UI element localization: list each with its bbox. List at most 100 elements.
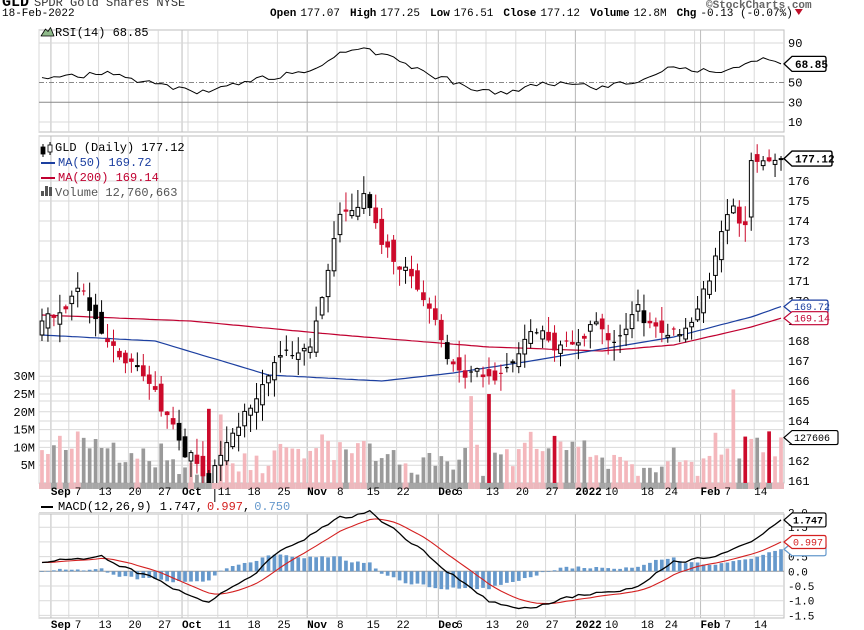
svg-text:1.747: 1.747	[160, 500, 196, 514]
svg-text:Close: Close	[503, 8, 536, 20]
svg-text:27: 27	[546, 487, 559, 499]
svg-text:,: ,	[196, 500, 203, 514]
svg-text:24: 24	[665, 487, 679, 499]
svg-text:171: 171	[788, 275, 810, 289]
svg-text:-1.5: -1.5	[788, 611, 814, 623]
svg-text:177.12: 177.12	[540, 8, 580, 20]
svg-text:176.51: 176.51	[454, 8, 494, 20]
svg-text:25: 25	[277, 487, 290, 499]
svg-text:15: 15	[367, 620, 380, 630]
svg-text:13: 13	[486, 487, 499, 499]
svg-text:13: 13	[99, 487, 112, 499]
svg-text:172: 172	[788, 255, 810, 269]
svg-text:173: 173	[788, 235, 810, 249]
svg-text:22: 22	[397, 487, 410, 499]
svg-text:18: 18	[641, 620, 654, 630]
svg-text:90: 90	[788, 37, 802, 51]
svg-text:7: 7	[75, 487, 82, 499]
svg-text:8: 8	[337, 487, 344, 499]
svg-text:MA(50) 169.72: MA(50) 169.72	[58, 156, 152, 170]
svg-text:Sep: Sep	[51, 487, 71, 499]
svg-text:7: 7	[724, 620, 731, 630]
svg-text:0.997: 0.997	[207, 500, 243, 514]
svg-text:Open: Open	[270, 8, 296, 20]
svg-text:Sep: Sep	[51, 620, 71, 630]
svg-text:10: 10	[605, 620, 618, 630]
svg-text:Feb: Feb	[701, 620, 721, 630]
svg-text:2022: 2022	[575, 487, 601, 499]
svg-text:Nov: Nov	[307, 620, 327, 630]
svg-text:-1.0: -1.0	[788, 597, 814, 609]
svg-text:50: 50	[788, 77, 802, 91]
svg-text:25: 25	[277, 620, 290, 630]
svg-text:15M: 15M	[13, 424, 35, 438]
svg-text:GLD (Daily) 177.12: GLD (Daily) 177.12	[55, 141, 185, 155]
svg-text:18: 18	[248, 620, 261, 630]
svg-text:164: 164	[788, 415, 810, 429]
svg-text:68.85: 68.85	[795, 60, 828, 72]
svg-text:127606: 127606	[794, 434, 830, 445]
svg-text:18: 18	[641, 487, 654, 499]
svg-text:20: 20	[516, 487, 529, 499]
svg-text:20M: 20M	[13, 406, 35, 420]
svg-text:18: 18	[248, 487, 261, 499]
svg-text:0.997: 0.997	[793, 538, 823, 549]
svg-text:22: 22	[397, 620, 410, 630]
svg-text:13: 13	[99, 620, 112, 630]
svg-text:174: 174	[788, 215, 810, 229]
svg-text:11: 11	[218, 487, 232, 499]
svg-text:24: 24	[665, 620, 679, 630]
svg-text:Volume: Volume	[590, 8, 630, 20]
svg-text:7: 7	[724, 487, 731, 499]
svg-text:-0.13 (-0.07%): -0.13 (-0.07%)	[700, 8, 792, 20]
svg-text:25M: 25M	[13, 388, 35, 402]
svg-text:30M: 30M	[13, 370, 35, 384]
svg-text:6: 6	[456, 620, 463, 630]
svg-text:20: 20	[516, 620, 529, 630]
svg-text:27: 27	[158, 487, 171, 499]
svg-text:Oct: Oct	[182, 620, 202, 630]
svg-text:Dec: Dec	[438, 487, 458, 499]
svg-text:8: 8	[337, 620, 344, 630]
svg-text:15: 15	[367, 487, 380, 499]
svg-text:20: 20	[128, 620, 141, 630]
svg-text:-0.5: -0.5	[788, 582, 814, 594]
svg-text:6: 6	[456, 487, 463, 499]
svg-text:13: 13	[486, 620, 499, 630]
svg-text:177.07: 177.07	[300, 8, 340, 20]
svg-text:5M: 5M	[21, 459, 35, 473]
svg-text:27: 27	[546, 620, 559, 630]
svg-text:30: 30	[788, 96, 802, 110]
svg-text:177.12: 177.12	[795, 155, 835, 167]
svg-text:,: ,	[243, 500, 250, 514]
svg-text:166: 166	[788, 375, 810, 389]
svg-text:High: High	[350, 8, 376, 20]
svg-text:12.8M: 12.8M	[634, 8, 667, 20]
svg-text:Chg: Chg	[677, 8, 697, 20]
svg-text:10M: 10M	[13, 441, 35, 455]
svg-text:165: 165	[788, 395, 810, 409]
svg-text:18-Feb-2022: 18-Feb-2022	[2, 8, 75, 20]
svg-text:175: 175	[788, 195, 810, 209]
svg-text:2022: 2022	[575, 620, 601, 630]
svg-text:11: 11	[218, 620, 232, 630]
svg-text:176: 176	[788, 175, 810, 189]
svg-text:MACD(12,26,9): MACD(12,26,9)	[58, 500, 152, 514]
svg-text:7: 7	[75, 620, 82, 630]
svg-text:10: 10	[788, 116, 802, 130]
svg-text:168: 168	[788, 335, 810, 349]
svg-text:10: 10	[605, 487, 618, 499]
svg-text:RSI(14) 68.85: RSI(14) 68.85	[55, 26, 149, 40]
svg-text:Feb: Feb	[701, 487, 721, 499]
svg-text:27: 27	[158, 620, 171, 630]
svg-text:162: 162	[788, 455, 810, 469]
svg-text:1.747: 1.747	[793, 516, 823, 527]
svg-text:Oct: Oct	[182, 487, 202, 499]
svg-text:MA(200) 169.14: MA(200) 169.14	[58, 171, 159, 185]
svg-text:167: 167	[788, 355, 810, 369]
svg-text:Volume 12,760,663: Volume 12,760,663	[55, 186, 177, 200]
svg-text:Nov: Nov	[307, 487, 327, 499]
svg-text:20: 20	[128, 487, 141, 499]
svg-text:Low: Low	[430, 8, 450, 20]
svg-text:161: 161	[788, 475, 810, 489]
